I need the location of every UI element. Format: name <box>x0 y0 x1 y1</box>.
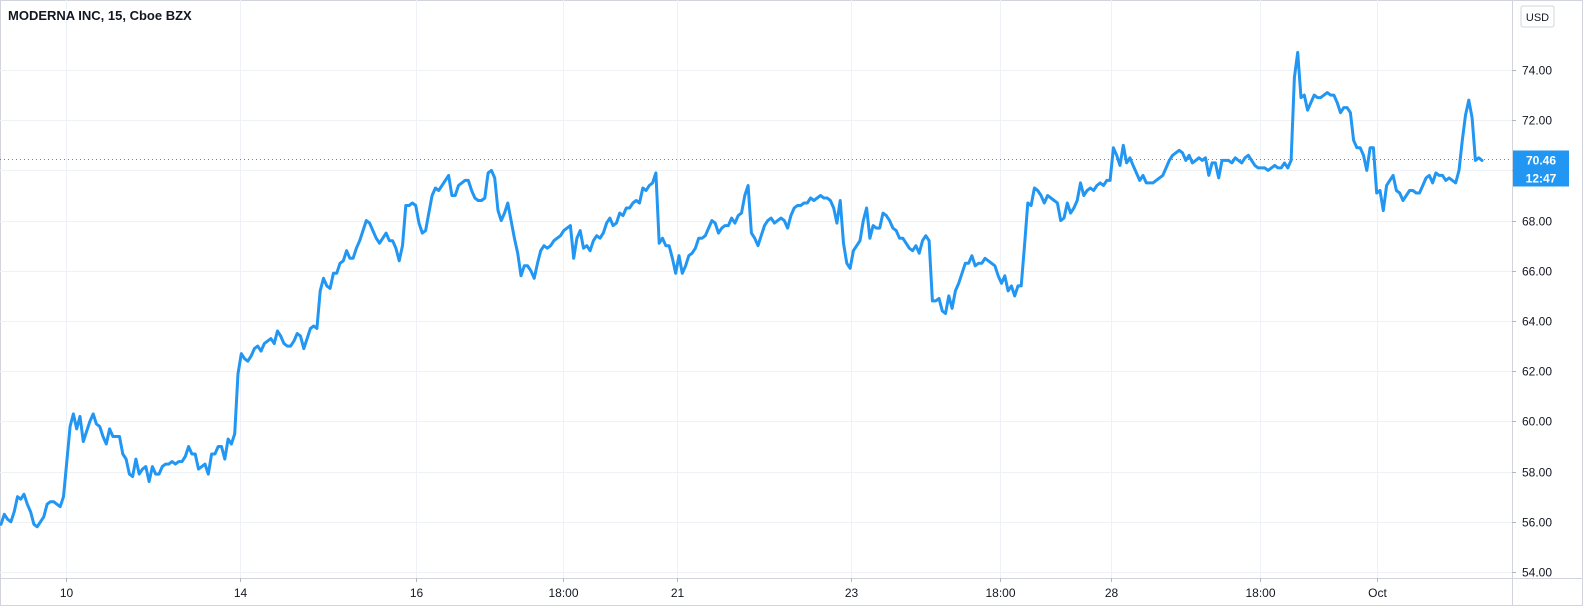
currency-label: USD <box>1526 12 1549 24</box>
x-axis: 10 14 16 18:00 21 23 18:00 28 18:00 Oct <box>0 578 1583 600</box>
price-line <box>0 50 1484 529</box>
countdown-label: 12:47 <box>1526 172 1557 186</box>
currency-button[interactable]: USD <box>1520 5 1555 28</box>
time-tick-label: 14 <box>234 586 248 600</box>
price-tick-label: 74.00 <box>1522 64 1552 78</box>
price-tick-label: 64.00 <box>1522 315 1552 329</box>
last-price-label: 70.46 <box>1526 154 1556 168</box>
last-price-badges: 70.46 12:47 <box>1513 150 1569 187</box>
price-tick-label: 60.00 <box>1522 415 1552 429</box>
price-tick-label: 58.00 <box>1522 466 1552 480</box>
price-tick-label: 56.00 <box>1522 516 1552 530</box>
chart-title: MODERNA INC, 15, Cboe BZX <box>8 8 192 23</box>
time-tick-label: 16 <box>410 586 424 600</box>
price-tick-label: 62.00 <box>1522 365 1552 379</box>
time-tick-label: 28 <box>1105 586 1119 600</box>
price-tick-label: 72.00 <box>1522 114 1552 128</box>
countdown-badge <box>1513 168 1569 187</box>
last-price-badge <box>1513 150 1569 169</box>
time-tick-label: 10 <box>60 586 74 600</box>
price-line-group <box>0 50 1484 529</box>
time-tick-label: Oct <box>1368 586 1387 600</box>
price-tick-label: 66.00 <box>1522 265 1552 279</box>
price-tick-label: 54.00 <box>1522 566 1552 580</box>
time-tick-label: 21 <box>671 586 685 600</box>
time-tick-label: 18:00 <box>1245 586 1275 600</box>
price-tick-label: 68.00 <box>1522 215 1552 229</box>
time-tick-label: 18:00 <box>548 586 578 600</box>
time-tick-label: 23 <box>845 586 859 600</box>
time-tick-label: 18:00 <box>985 586 1015 600</box>
